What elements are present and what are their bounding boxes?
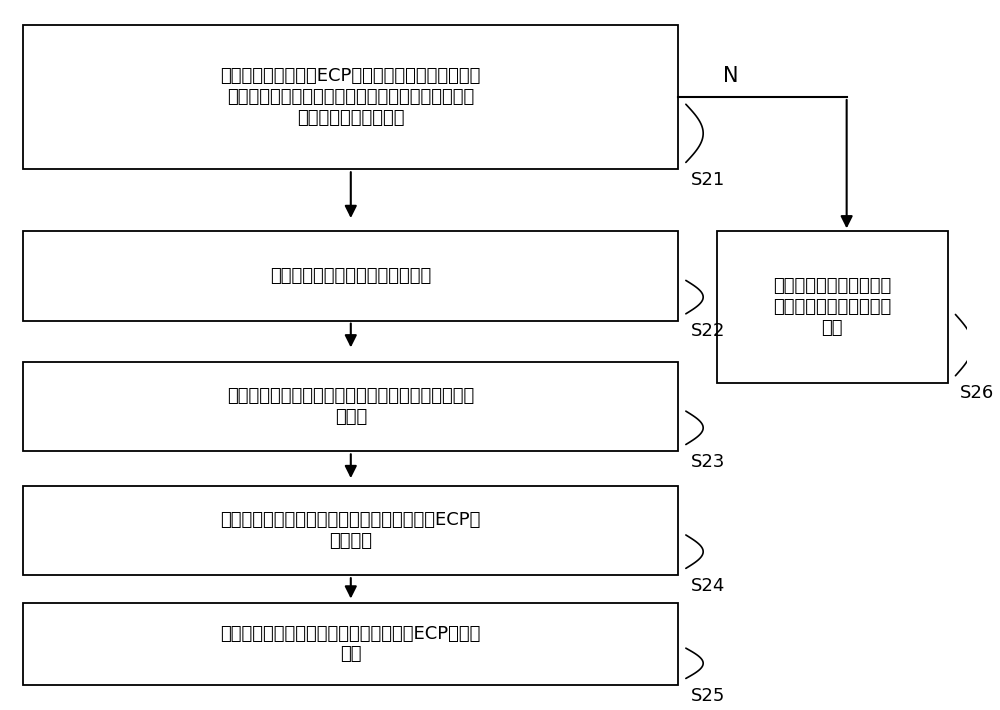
- Text: 通过制动百分比获取制动缸压力值，并将制动缸压力
值发送: 通过制动百分比获取制动缸压力值，并将制动缸压力 值发送: [227, 387, 474, 426]
- Text: N: N: [723, 67, 739, 87]
- Text: 将制动控制指令转换为制动百分比: 将制动控制指令转换为制动百分比: [270, 267, 431, 285]
- Text: S23: S23: [691, 453, 725, 471]
- FancyBboxPatch shape: [23, 25, 678, 169]
- FancyBboxPatch shape: [23, 231, 678, 321]
- FancyBboxPatch shape: [23, 486, 678, 575]
- FancyBboxPatch shape: [23, 603, 678, 685]
- Text: 当有线电控空气制动ECP系统当前为非运行模式选择
进入调车模式时，重新接入列车编组车辆的控制器，
以便发送制动控制指令: 当有线电控空气制动ECP系统当前为非运行模式选择 进入调车模式时，重新接入列车编…: [221, 67, 481, 127]
- Text: S21: S21: [691, 170, 725, 189]
- Text: 当发现故障时，发送故障处理信息，进行ECP故障的
处理: 当发现故障时，发送故障处理信息，进行ECP故障的 处理: [221, 625, 481, 663]
- Text: 间隔第一预定时间，发送故障诊断信息，进行ECP故
障的诊断: 间隔第一预定时间，发送故障诊断信息，进行ECP故 障的诊断: [221, 511, 481, 550]
- Text: 发送列车总线断电指令，
切除列车各编组车辆的控
制器: 发送列车总线断电指令， 切除列车各编组车辆的控 制器: [773, 277, 891, 337]
- FancyBboxPatch shape: [717, 231, 948, 383]
- FancyBboxPatch shape: [23, 362, 678, 452]
- Text: S25: S25: [691, 687, 725, 705]
- Text: S22: S22: [691, 322, 725, 340]
- Text: S26: S26: [960, 384, 995, 402]
- Text: S24: S24: [691, 577, 725, 594]
